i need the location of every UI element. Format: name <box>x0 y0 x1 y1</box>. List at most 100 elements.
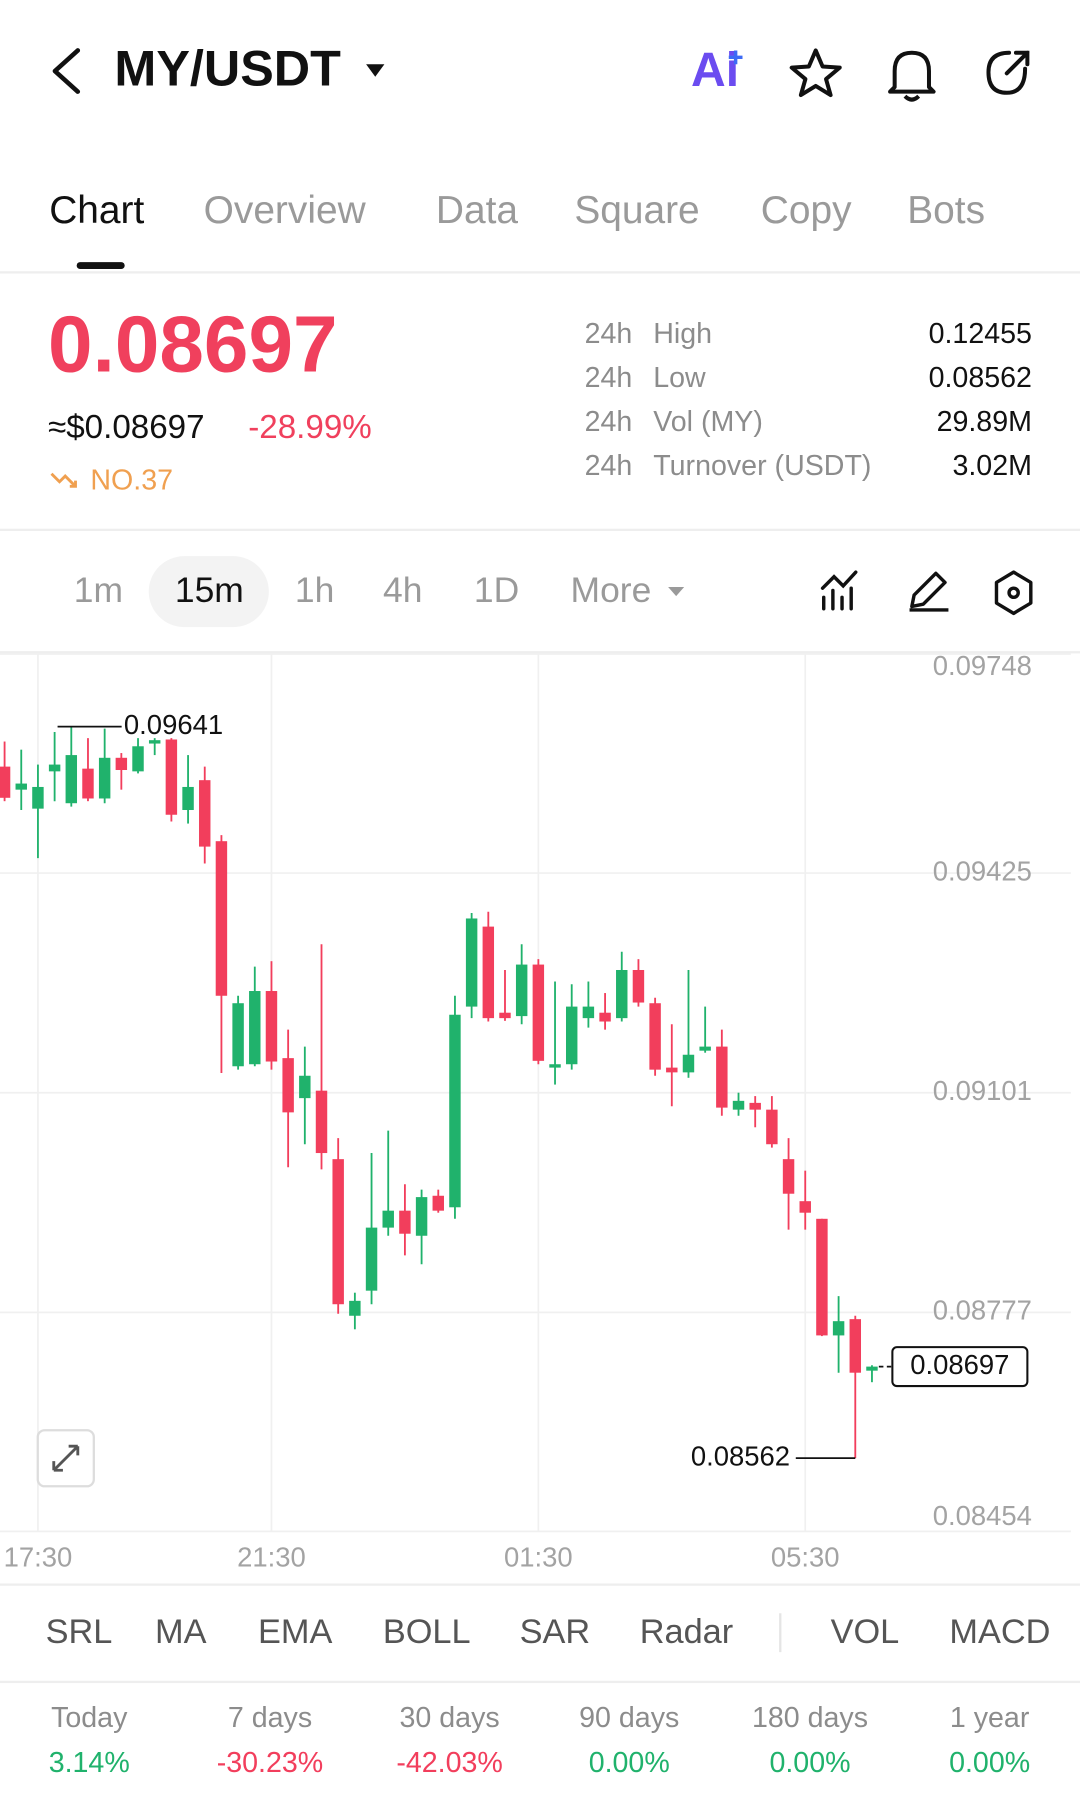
y-tick-label: 0.08454 <box>933 1500 1032 1531</box>
settings-dot <box>1007 586 1020 600</box>
candle-body <box>199 780 211 847</box>
last-price-box <box>891 1346 1029 1388</box>
performance: Today 3.14% 7 days -30.23% 30 days -42.03% 90 … <box>49 1702 1030 1779</box>
candle-body <box>749 1102 761 1110</box>
candle-body <box>616 969 628 1019</box>
divider <box>0 1680 1080 1684</box>
performance-period: 1 year <box>950 1702 1030 1734</box>
candle-body <box>499 1012 511 1019</box>
x-tick-label: 17:30 <box>4 1542 73 1573</box>
tab[interactable]: Copy <box>761 189 852 232</box>
candle-body <box>115 757 128 771</box>
candle-body <box>849 1319 862 1373</box>
ai-button[interactable]: Ai <box>691 44 739 97</box>
candle-body <box>32 786 44 809</box>
indicator[interactable]: SAR <box>520 1613 591 1651</box>
candle-body <box>332 1159 344 1305</box>
ai-sparkle <box>728 50 743 65</box>
candle-body <box>148 740 161 744</box>
tab[interactable]: Data <box>436 189 518 232</box>
candle-body <box>816 1218 828 1336</box>
interval[interactable]: More <box>571 570 652 610</box>
stat-period: 24h <box>585 450 633 482</box>
settings-button[interactable] <box>994 570 1033 616</box>
candle-body <box>565 1006 578 1065</box>
back-button[interactable] <box>52 48 81 94</box>
y-tick-label: 0.09425 <box>933 855 1032 886</box>
indicator[interactable]: SRL <box>46 1613 113 1651</box>
candle-body <box>682 1054 695 1073</box>
candle-body <box>48 764 61 772</box>
candle-body <box>799 1201 811 1213</box>
rank[interactable]: NO.37 <box>90 464 173 496</box>
tab[interactable]: Bots <box>907 189 985 232</box>
candle-body <box>832 1321 845 1336</box>
candle-body <box>165 739 178 815</box>
candle-body <box>382 1210 394 1228</box>
indicator[interactable]: EMA <box>258 1613 332 1651</box>
draw-button[interactable] <box>909 571 949 612</box>
candle-body <box>482 926 495 1019</box>
indicators: SRL MA EMA BOLL SAR Radar VOL MACD <box>46 1613 1051 1651</box>
pair-dropdown[interactable] <box>366 64 385 77</box>
candle-body <box>449 1014 461 1208</box>
y-tick-label: 0.09101 <box>933 1075 1032 1106</box>
indicator[interactable]: VOL <box>831 1613 900 1651</box>
high-label: 0.09641 <box>124 709 223 740</box>
performance-period: 30 days <box>400 1702 500 1734</box>
performance-value: 0.00% <box>769 1747 850 1779</box>
performance-period: Today <box>51 1702 128 1734</box>
last-price: 0.08697 <box>48 299 337 388</box>
stat-period: 24h <box>585 406 633 438</box>
interval[interactable]: 1D <box>474 570 519 610</box>
last-price-label: 0.08697 <box>910 1349 1009 1380</box>
interval[interactable]: 4h <box>383 570 422 610</box>
tab[interactable]: Overview <box>204 189 367 232</box>
share-button[interactable] <box>986 50 1030 95</box>
candle-body <box>65 755 78 804</box>
stat-period: 24h <box>585 318 633 350</box>
indicator[interactable]: MACD <box>949 1613 1050 1651</box>
indicator-button[interactable] <box>820 570 858 611</box>
x-tick-label: 01:30 <box>504 1542 573 1573</box>
low-label: 0.08562 <box>691 1440 790 1471</box>
candle-body <box>282 1058 294 1113</box>
performance-period: 90 days <box>579 1702 679 1734</box>
alert-button[interactable] <box>888 50 936 102</box>
performance-value: -30.23% <box>217 1747 324 1779</box>
stat-period: 24h <box>585 362 633 394</box>
x-tick-label: 21:30 <box>237 1542 306 1573</box>
tab[interactable]: Square <box>574 189 699 232</box>
pair-title[interactable]: MY/USDT <box>114 39 341 96</box>
indicator[interactable]: BOLL <box>383 1613 471 1651</box>
candle-body <box>399 1210 411 1234</box>
indicator[interactable]: Radar <box>640 1613 733 1651</box>
indicator[interactable]: MA <box>155 1613 207 1651</box>
interval[interactable]: 15m <box>175 570 244 610</box>
candle-body <box>265 991 278 1062</box>
separator <box>779 1613 782 1653</box>
stat-label: Vol (MY) <box>653 406 763 438</box>
divider <box>0 1583 1080 1586</box>
interval[interactable]: 1h <box>295 570 334 610</box>
candle-body <box>766 1109 778 1145</box>
more-dropdown[interactable] <box>668 587 685 597</box>
candle-body <box>249 991 261 1065</box>
performance-value: 0.00% <box>949 1747 1030 1779</box>
performance-value: 0.00% <box>589 1747 670 1779</box>
interval[interactable]: 1m <box>74 570 123 610</box>
divider <box>0 651 1080 654</box>
tab[interactable]: Chart <box>49 189 144 232</box>
stat-label: Low <box>653 362 706 394</box>
candle-body <box>716 1046 728 1108</box>
candle-body <box>432 1195 444 1211</box>
stat-value: 0.08562 <box>929 362 1032 394</box>
tab-indicator <box>76 262 125 269</box>
rank-icon <box>50 472 77 488</box>
candle-body <box>365 1227 378 1291</box>
favorite-button[interactable] <box>789 48 842 98</box>
candle-body <box>82 768 94 799</box>
chart: 0.08454 0.08777 0.09101 0.09425 0.09748 17:30… <box>0 650 1071 1573</box>
candle-body <box>599 1012 611 1022</box>
